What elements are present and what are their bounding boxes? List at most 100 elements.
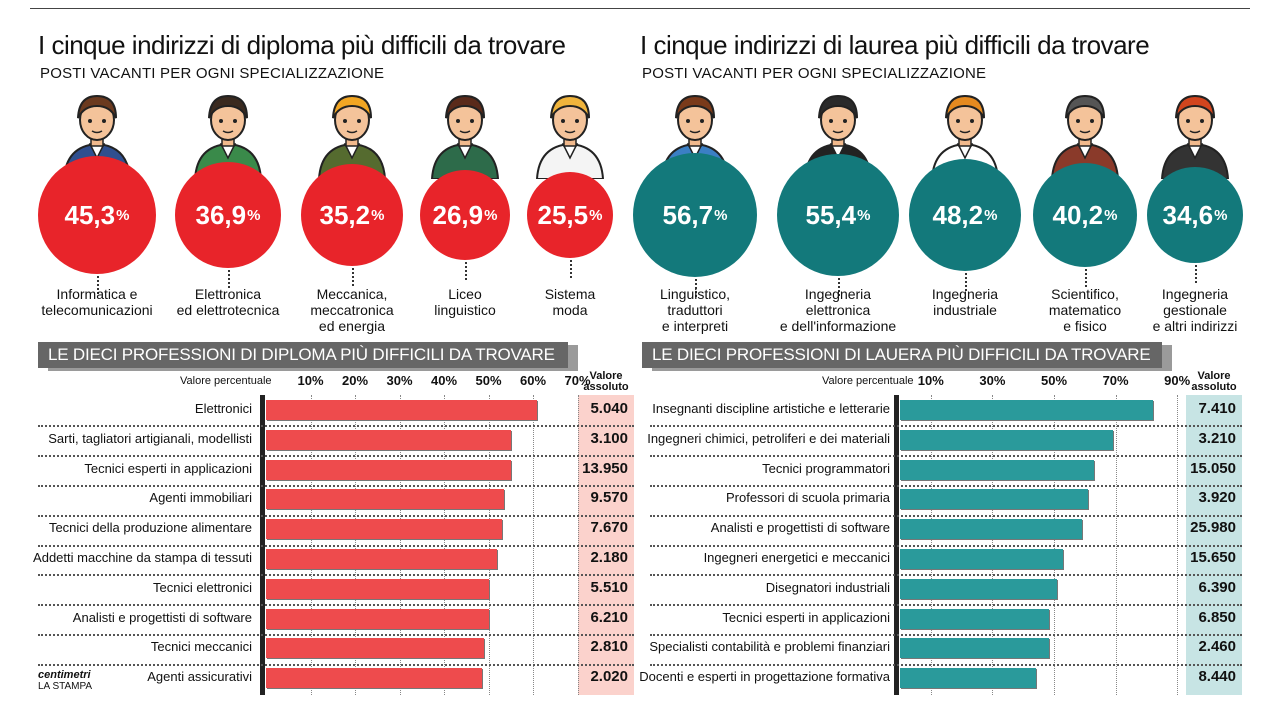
absolute-value: 2.180 [590, 549, 628, 566]
axis-tick-label: 50% [475, 373, 502, 388]
row-label: Sarti, tagliatori artigianali, modellist… [48, 430, 252, 446]
laurea-banner-text: LE DIECI PROFESSIONI DI LAUERA PIÙ DIFFI… [652, 345, 1151, 364]
percent-circle: 56,7% [633, 153, 757, 277]
circle-label-line: Linguistico, [659, 286, 731, 302]
absolute-value: 15.050 [1190, 459, 1236, 477]
row-label: Specialisti contabilità e problemi finan… [649, 639, 890, 655]
percent-circle: 36,9% [175, 162, 281, 268]
circle-label: Sistema moda [490, 286, 650, 318]
circle-label-line: telecomunicazioni [41, 302, 153, 318]
circle-label-line: Informatica e [56, 286, 138, 302]
row-separator [38, 604, 634, 607]
absolute-value: 13.950 [582, 459, 628, 477]
connector-dots [965, 273, 967, 291]
circle-value: 36,9 [195, 199, 247, 230]
absolute-value: 25.980 [1190, 519, 1236, 537]
circle-label-line: e dell'informazione [779, 318, 897, 334]
absolute-value: 3.100 [590, 429, 628, 447]
circle-value: 35,2 [319, 199, 371, 230]
circle-label: Liceo linguistico [385, 286, 545, 318]
percent-circle: 25,5% [527, 172, 613, 258]
row-separator [38, 633, 634, 636]
circle-label-line: moda [552, 302, 588, 318]
row-separator [38, 514, 634, 517]
absolute-value: 6.390 [1198, 578, 1236, 596]
row-separator [650, 663, 1242, 666]
blonde-woman-icon [535, 94, 605, 179]
circle-value: 55,4 [805, 199, 857, 230]
bar [900, 400, 1153, 420]
row-separator [650, 633, 1242, 636]
absolute-value: 9.570 [590, 489, 628, 507]
row-label: Professori di scuola primaria [725, 490, 890, 506]
circle-value: 56,7 [662, 199, 714, 230]
absolute-value: 6.210 [590, 608, 628, 626]
percent-circle: 48,2% [909, 159, 1021, 271]
row-label: Ingegneri chimici, petroliferi e dei mat… [647, 430, 890, 446]
row-separator [650, 514, 1242, 517]
absolute-value: 5.510 [590, 578, 628, 596]
logo-paper: LA STAMPA [38, 681, 93, 692]
row-separator [38, 455, 634, 458]
absolute-value: 8.440 [1198, 668, 1236, 686]
bar [900, 638, 1050, 659]
row-separator [38, 484, 634, 487]
row-label: Agenti assicurativi [147, 669, 252, 685]
row-separator [650, 425, 1242, 428]
absolute-value: 2.460 [1198, 638, 1236, 656]
row-label: Disegnatori industriali [765, 579, 890, 595]
circle-label-line: Ingegneria [931, 286, 999, 302]
row-label: Ingegneri energetici e meccanici [703, 550, 890, 565]
laurea-title: I cinque indirizzi di laurea più diffici… [640, 30, 1150, 60]
bar [266, 638, 485, 659]
circle-label: Linguistico, traduttori e interpreti [615, 286, 775, 334]
percent-circle: 45,3% [38, 156, 156, 274]
connector-dots [228, 270, 230, 288]
row-label: Tecnici esperti in applicazioni [722, 609, 890, 625]
circle-unit: % [984, 206, 998, 224]
row-label: Elettronici [194, 401, 252, 416]
bar [266, 668, 482, 689]
circle-label: Ingegneria industriale [885, 286, 1045, 318]
absolute-value: 3.920 [1198, 489, 1236, 507]
bar [900, 578, 1058, 599]
circle-label: Ingegneria gestionale e altri indirizzi [1115, 286, 1275, 334]
row-label: Tecnici esperti in applicazioni [84, 460, 252, 476]
row-label: Addetti macchine da stampa di tessuti [33, 550, 252, 565]
circle-unit: % [371, 206, 385, 224]
percent-circle: 26,9% [420, 170, 510, 260]
row-label: Insegnanti discipline artistiche e lette… [652, 401, 890, 416]
row-separator [650, 455, 1242, 458]
row-separator [650, 574, 1242, 577]
circle-label-line: Sistema [544, 286, 596, 302]
connector-dots [465, 262, 467, 280]
circle-label-line: meccatronica [310, 302, 394, 318]
diploma-panel: I cinque indirizzi di diploma più diffic… [33, 30, 634, 695]
bar [900, 668, 1036, 689]
percent-circle: 55,4% [777, 154, 899, 276]
row-label: Tecnici elettronici [153, 579, 252, 595]
absolute-value: 7.670 [590, 519, 628, 537]
circle-label-line: matematico [1048, 302, 1122, 318]
laurea-axis-label: Valore percentuale [822, 375, 914, 387]
connector-dots [97, 276, 99, 294]
circle-label-line: ed elettrotecnica [176, 302, 280, 318]
row-separator [650, 544, 1242, 547]
row-separator [38, 574, 634, 577]
circle-value: 34,6 [1162, 199, 1214, 230]
circle-unit: % [1214, 206, 1228, 224]
circle-label-line: industriale [933, 302, 997, 318]
row-label: Docenti e esperti in progettazione forma… [639, 669, 890, 685]
circle-label-line: e altri indirizzi [1152, 318, 1238, 334]
bar [266, 489, 505, 510]
connector-dots [570, 260, 572, 278]
circle-label-line: Liceo [448, 286, 482, 302]
row-separator [650, 484, 1242, 487]
circle-unit: % [589, 206, 603, 224]
bar [900, 489, 1088, 510]
circle-label-line: gestionale [1163, 302, 1227, 318]
circle-label-line: e fisico [1063, 318, 1107, 334]
axis-tick-label: 10% [917, 373, 944, 388]
absolute-value: 2.020 [590, 668, 628, 686]
axis-tick-label: 50% [1040, 373, 1068, 388]
